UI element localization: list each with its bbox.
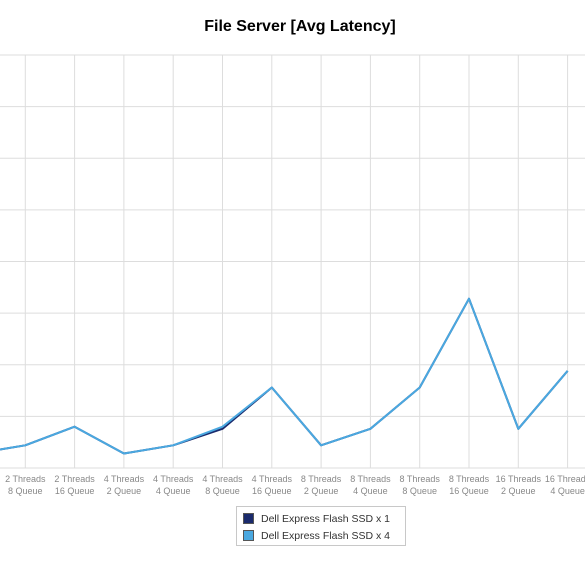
legend-item-series-1[interactable]: Dell Express Flash SSD x 1 [243, 510, 405, 527]
x-tick-label: 4 Queue [156, 486, 191, 496]
x-tick-label: 16 Threads [496, 474, 542, 484]
x-tick-label: 8 Queue [402, 486, 437, 496]
x-tick-label: 2 Threads [5, 474, 46, 484]
x-tick-label: 4 Threads [252, 474, 293, 484]
x-tick-label: 4 Queue [550, 486, 585, 496]
legend-label-series-1: Dell Express Flash SSD x 1 [261, 512, 390, 525]
legend-swatch-series-1 [243, 513, 254, 524]
legend: Dell Express Flash SSD x 1 Dell Express … [236, 506, 406, 546]
x-tick-label: 8 Threads [400, 474, 441, 484]
x-tick-label: 2 Queue [501, 486, 536, 496]
legend-item-series-2[interactable]: Dell Express Flash SSD x 4 [243, 527, 405, 544]
x-tick-label: 4 Threads [153, 474, 194, 484]
x-tick-label: 16 Queue [252, 486, 292, 496]
x-tick-label: 8 Threads [350, 474, 391, 484]
chart-title: File Server [Avg Latency] [204, 18, 396, 35]
x-tick-label: 2 Threads [54, 474, 95, 484]
x-tick-label: 2 Queue [107, 486, 142, 496]
x-tick-label: 8 Queue [8, 486, 43, 496]
x-tick-label: 8 Threads [301, 474, 342, 484]
x-tick-label: 16 Threads [545, 474, 585, 484]
x-tick-label: 8 Threads [449, 474, 490, 484]
legend-swatch-series-2 [243, 530, 254, 541]
x-tick-label: 16 Queue [449, 486, 489, 496]
x-tick-label: 8 Queue [205, 486, 240, 496]
x-tick-label: 4 Threads [104, 474, 145, 484]
x-tick-label: 4 Queue [353, 486, 388, 496]
series-line-2 [0, 297, 569, 455]
x-tick-label: 16 Queue [55, 486, 95, 496]
legend-label-series-2: Dell Express Flash SSD x 4 [261, 529, 390, 542]
series-line-1 [0, 297, 569, 455]
x-tick-label: 4 Threads [202, 474, 243, 484]
x-tick-label: 2 Queue [304, 486, 339, 496]
